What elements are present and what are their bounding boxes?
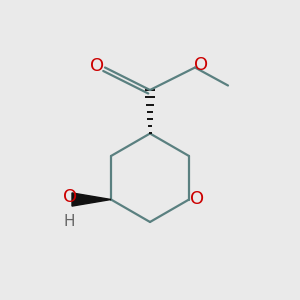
Text: O: O xyxy=(190,190,205,208)
Text: O: O xyxy=(194,56,208,74)
Text: O: O xyxy=(62,188,77,206)
Polygon shape xyxy=(72,193,111,206)
Text: H: H xyxy=(63,214,75,229)
Text: O: O xyxy=(90,57,105,75)
